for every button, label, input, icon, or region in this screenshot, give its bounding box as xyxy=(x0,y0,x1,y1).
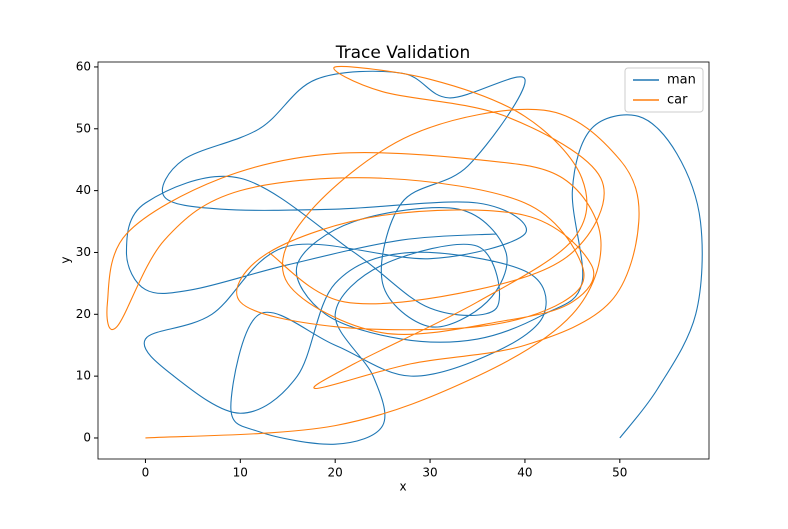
x-axis-label: x xyxy=(399,480,406,494)
x-tick-label: 40 xyxy=(517,466,532,480)
x-tick-label: 10 xyxy=(233,466,248,480)
y-axis-label: y xyxy=(59,256,73,263)
trace-line xyxy=(106,66,640,439)
y-tick-label: 60 xyxy=(76,59,91,73)
y-tick-label: 50 xyxy=(76,121,91,135)
x-tick-label: 30 xyxy=(422,466,437,480)
chart-title: Trace Validation xyxy=(335,43,470,63)
y-tick-label: 40 xyxy=(76,183,91,197)
legend-label: car xyxy=(667,93,688,108)
x-tick-label: 20 xyxy=(328,466,343,480)
legend-label: man xyxy=(667,73,696,88)
trace-line xyxy=(125,70,703,445)
x-tick-label: 50 xyxy=(612,466,627,480)
y-tick-label: 20 xyxy=(76,307,91,321)
x-tick-label: 0 xyxy=(142,466,150,480)
y-tick-label: 10 xyxy=(76,369,91,383)
legend-box xyxy=(624,67,704,113)
y-tick-label: 30 xyxy=(76,245,91,259)
y-tick-label: 0 xyxy=(83,430,91,444)
plot-frame xyxy=(97,61,710,460)
